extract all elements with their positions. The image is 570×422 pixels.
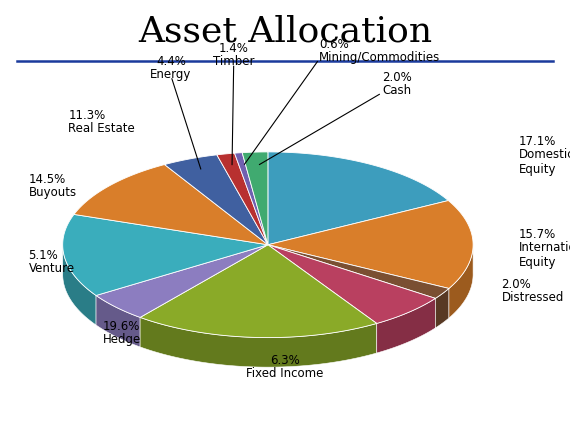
Text: Buyouts: Buyouts (28, 186, 76, 199)
Polygon shape (140, 245, 377, 338)
Polygon shape (377, 298, 435, 353)
Polygon shape (140, 317, 377, 367)
Polygon shape (74, 165, 268, 245)
Text: Energy: Energy (150, 68, 192, 81)
Text: 5.1%: 5.1% (28, 249, 58, 262)
Text: Real Estate: Real Estate (68, 122, 135, 135)
Text: 2.0%: 2.0% (502, 278, 531, 291)
Text: 0.6%: 0.6% (319, 38, 349, 51)
Text: Domestic
Equity: Domestic Equity (519, 148, 570, 176)
Polygon shape (165, 155, 268, 245)
Polygon shape (268, 152, 449, 245)
Text: Venture: Venture (28, 262, 75, 275)
Polygon shape (268, 200, 473, 289)
Polygon shape (268, 245, 435, 323)
Text: Distressed: Distressed (502, 291, 564, 304)
Text: 11.3%: 11.3% (68, 109, 105, 122)
Text: 17.1%: 17.1% (519, 135, 556, 148)
Polygon shape (242, 152, 268, 245)
Text: Asset Allocation: Asset Allocation (138, 15, 432, 49)
Text: Timber: Timber (213, 55, 254, 68)
Text: Mining/Commodities: Mining/Commodities (319, 51, 441, 64)
Polygon shape (268, 245, 449, 298)
Polygon shape (96, 295, 140, 347)
Polygon shape (449, 243, 473, 318)
Polygon shape (435, 289, 449, 328)
Polygon shape (234, 153, 268, 245)
Text: Hedge: Hedge (103, 333, 141, 346)
Text: 15.7%: 15.7% (519, 227, 556, 241)
Text: Fixed Income: Fixed Income (246, 367, 324, 380)
Text: 4.4%: 4.4% (156, 54, 186, 68)
Polygon shape (63, 214, 268, 295)
Text: 2.0%: 2.0% (382, 71, 412, 84)
Polygon shape (63, 243, 96, 325)
Polygon shape (96, 245, 268, 317)
Text: 19.6%: 19.6% (103, 320, 140, 333)
Text: 1.4%: 1.4% (219, 42, 249, 55)
Polygon shape (217, 153, 268, 245)
Text: 6.3%: 6.3% (270, 354, 300, 367)
Text: Cash: Cash (382, 84, 411, 97)
Text: 14.5%: 14.5% (28, 173, 66, 186)
Text: International
Equity: International Equity (519, 241, 570, 268)
